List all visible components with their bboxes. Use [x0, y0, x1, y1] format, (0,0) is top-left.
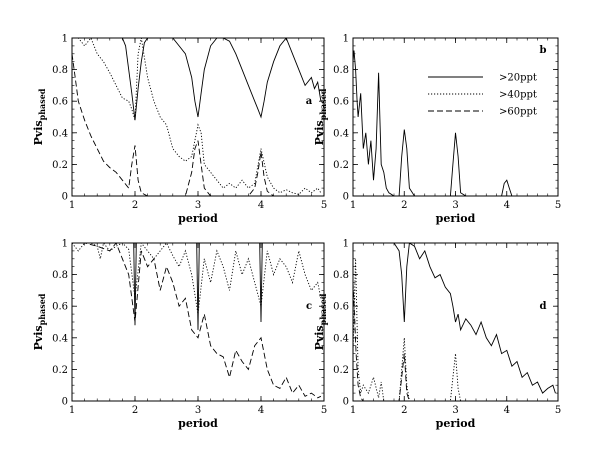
series-line-solid: [72, 38, 322, 121]
x-tick-label: 5: [321, 200, 327, 211]
y-tick-label: 0.6: [333, 97, 349, 108]
panel-letter: d: [540, 301, 547, 312]
y-tick-label: 0.8: [333, 65, 349, 76]
panel-letter: c: [306, 301, 312, 312]
series-line-solid: [353, 50, 558, 196]
series-line-dotted: [353, 258, 558, 401]
y-tick-label: 0.6: [52, 97, 68, 108]
y-tick-label: 0: [62, 397, 68, 408]
x-axis-label: period: [178, 212, 218, 225]
series-line-dotted: [72, 243, 322, 315]
series-line-solid: [72, 243, 324, 330]
x-tick-label: 4: [504, 200, 510, 211]
panel-letter: a: [306, 96, 313, 107]
y-tick-label: 0: [343, 192, 349, 203]
y-tick-label: 0.6: [333, 302, 349, 313]
x-tick-label: 2: [132, 405, 138, 416]
x-axis-label: period: [436, 212, 476, 225]
y-axis-label-main: Pvis: [313, 120, 326, 145]
y-axis-label-main: Pvis: [313, 325, 326, 350]
y-axis-label: Pvisphased: [313, 88, 328, 145]
x-tick-label: 4: [258, 200, 264, 211]
x-tick-label: 3: [452, 405, 458, 416]
series-line-dotted: [72, 38, 322, 195]
y-axis-label-subscript: phased: [37, 293, 47, 325]
y-axis-label-main: Pvis: [32, 120, 45, 145]
y-tick-label: 0: [343, 397, 349, 408]
y-tick-label: 0.4: [52, 128, 68, 139]
legend: >20ppt >40ppt >60ppt: [428, 73, 537, 118]
x-tick-label: 5: [555, 200, 561, 211]
x-tick-label: 2: [401, 200, 407, 211]
y-tick-label: 0.6: [52, 302, 68, 313]
x-tick-label: 3: [195, 405, 201, 416]
x-tick-label: 3: [195, 200, 201, 211]
x-tick-label: 4: [258, 405, 264, 416]
x-tick-label: 1: [350, 405, 356, 416]
x-tick-label: 2: [132, 200, 138, 211]
y-axis-label: Pvisphased: [313, 293, 328, 350]
y-tick-label: 0: [62, 192, 68, 203]
panel-letter: b: [540, 45, 547, 56]
x-axis-label: period: [178, 417, 218, 430]
y-tick-label: 1: [62, 34, 68, 45]
legend-label: >40ppt: [499, 90, 537, 101]
y-tick-label: 0.2: [52, 160, 68, 171]
x-tick-label: 1: [69, 200, 75, 211]
series-line-dashed: [353, 282, 558, 401]
x-tick-label: 1: [350, 200, 356, 211]
x-tick-label: 3: [452, 200, 458, 211]
series-line-dashed: [72, 243, 322, 399]
x-tick-label: 2: [401, 405, 407, 416]
panel-d: 1 2 3 4 5 0 0.2 0.4 0.6 0.8 1 period Pvisphased d: [313, 239, 561, 431]
y-axis-label-subscript: phased: [37, 88, 47, 120]
y-tick-label: 0.2: [52, 365, 68, 376]
y-tick-label: 1: [62, 239, 68, 250]
y-tick-label: 0.4: [333, 333, 349, 344]
y-tick-label: 0.4: [52, 333, 68, 344]
legend-label: >20ppt: [499, 73, 537, 84]
y-axis-label-subscript: phased: [318, 293, 328, 325]
y-axis-label-subscript: phased: [318, 88, 328, 120]
x-tick-label: 4: [504, 405, 510, 416]
x-tick-label: 5: [555, 405, 561, 416]
y-tick-label: 0.8: [333, 270, 349, 281]
y-tick-label: 0.8: [52, 65, 68, 76]
y-tick-label: 1: [343, 34, 349, 45]
x-tick-label: 5: [321, 405, 327, 416]
legend-label: >60ppt: [499, 107, 537, 118]
series-line-dashed: [72, 53, 321, 196]
y-tick-label: 0.2: [333, 160, 349, 171]
y-axis-label-main: Pvis: [32, 325, 45, 350]
y-axis-label: Pvisphased: [32, 88, 47, 145]
panel-b: 1 2 3 4 5 0 0.2 0.4 0.6 0.8 1 period Pvisphased b >20p…: [313, 34, 561, 226]
y-tick-label: 0.2: [333, 365, 349, 376]
y-tick-label: 0.4: [333, 128, 349, 139]
y-tick-label: 1: [343, 239, 349, 250]
x-tick-label: 1: [69, 405, 75, 416]
y-axis-label: Pvisphased: [32, 293, 47, 350]
series-line-solid: [353, 243, 556, 394]
x-axis-label: period: [436, 417, 476, 430]
y-tick-label: 0.8: [52, 270, 68, 281]
